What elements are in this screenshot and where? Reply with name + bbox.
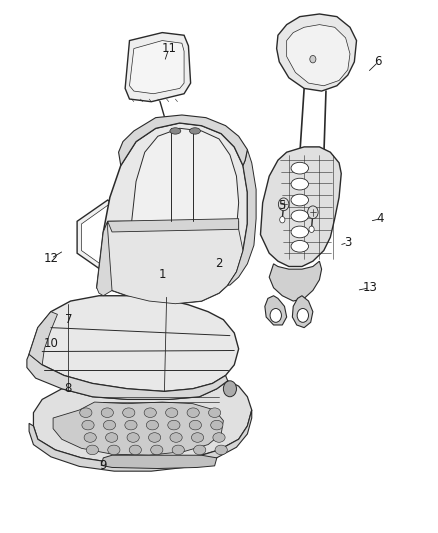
Ellipse shape — [291, 240, 308, 252]
Ellipse shape — [101, 408, 113, 417]
Polygon shape — [77, 200, 138, 274]
Polygon shape — [97, 221, 112, 296]
Polygon shape — [29, 410, 252, 471]
Ellipse shape — [189, 421, 201, 430]
Ellipse shape — [213, 433, 225, 442]
Text: 5: 5 — [279, 199, 286, 212]
Polygon shape — [265, 296, 287, 325]
Circle shape — [309, 226, 314, 232]
Polygon shape — [33, 381, 252, 463]
Ellipse shape — [123, 408, 135, 417]
Polygon shape — [53, 402, 223, 455]
Ellipse shape — [82, 421, 94, 430]
Circle shape — [170, 144, 177, 153]
Ellipse shape — [172, 445, 184, 455]
Circle shape — [280, 216, 285, 223]
Ellipse shape — [291, 194, 308, 206]
Polygon shape — [125, 33, 191, 102]
Circle shape — [279, 198, 289, 211]
Text: 1: 1 — [159, 268, 166, 281]
Polygon shape — [108, 219, 239, 232]
Ellipse shape — [166, 408, 178, 417]
Circle shape — [270, 309, 282, 322]
Ellipse shape — [148, 433, 161, 442]
Ellipse shape — [194, 445, 206, 455]
Polygon shape — [277, 14, 357, 91]
Text: 11: 11 — [161, 42, 176, 55]
Ellipse shape — [211, 421, 223, 430]
Ellipse shape — [191, 433, 204, 442]
Ellipse shape — [170, 433, 182, 442]
Polygon shape — [27, 354, 228, 399]
Polygon shape — [287, 25, 350, 86]
Text: 2: 2 — [215, 257, 223, 270]
Circle shape — [307, 206, 318, 219]
Polygon shape — [29, 312, 57, 365]
Ellipse shape — [146, 421, 159, 430]
Text: 9: 9 — [99, 459, 107, 472]
Ellipse shape — [86, 445, 99, 455]
Text: 13: 13 — [362, 281, 377, 294]
Ellipse shape — [125, 421, 137, 430]
Ellipse shape — [129, 445, 141, 455]
Text: 6: 6 — [374, 55, 382, 68]
Text: 4: 4 — [377, 212, 384, 225]
Ellipse shape — [291, 226, 308, 238]
Polygon shape — [261, 147, 341, 266]
Ellipse shape — [291, 210, 308, 222]
Polygon shape — [130, 41, 184, 94]
Polygon shape — [108, 128, 239, 285]
Ellipse shape — [291, 163, 308, 174]
Circle shape — [297, 309, 308, 322]
Ellipse shape — [84, 433, 96, 442]
Circle shape — [223, 381, 237, 397]
Ellipse shape — [190, 128, 201, 134]
Polygon shape — [269, 261, 321, 301]
Ellipse shape — [215, 445, 227, 455]
Text: 7: 7 — [65, 313, 72, 326]
Polygon shape — [101, 221, 243, 304]
Polygon shape — [29, 296, 239, 391]
Ellipse shape — [187, 408, 199, 417]
Polygon shape — [97, 123, 247, 304]
Ellipse shape — [108, 445, 120, 455]
Ellipse shape — [106, 433, 118, 442]
Ellipse shape — [80, 408, 92, 417]
Polygon shape — [228, 150, 256, 285]
Ellipse shape — [170, 128, 181, 134]
Ellipse shape — [168, 421, 180, 430]
Ellipse shape — [291, 178, 308, 190]
Circle shape — [310, 55, 316, 63]
Polygon shape — [119, 115, 247, 165]
Text: 8: 8 — [65, 382, 72, 395]
Ellipse shape — [127, 433, 139, 442]
Text: 12: 12 — [43, 252, 58, 265]
Text: 3: 3 — [344, 236, 351, 249]
Ellipse shape — [103, 421, 116, 430]
Text: 10: 10 — [43, 337, 58, 350]
Ellipse shape — [151, 445, 163, 455]
Polygon shape — [101, 455, 217, 469]
Ellipse shape — [144, 408, 156, 417]
Circle shape — [141, 182, 147, 188]
Ellipse shape — [208, 408, 221, 417]
Polygon shape — [81, 205, 134, 269]
Polygon shape — [292, 296, 313, 328]
